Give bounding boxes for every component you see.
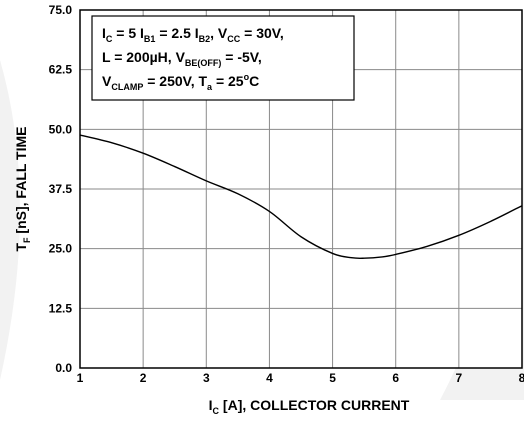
x-tick-labels: 1 2 3 4 5 6 7 8: [77, 371, 524, 385]
y-tick-label: 25.0: [49, 242, 73, 256]
x-axis-title-sub: C: [213, 406, 220, 416]
x-axis-title-rest: [A], COLLECTOR CURRENT: [219, 397, 410, 413]
x-tick-label: 1: [77, 371, 84, 385]
annotation-line: L = 200µH, VBE(OFF) = -5V,: [102, 49, 262, 68]
y-tick-label: 75.0: [49, 3, 73, 17]
y-tick-label: 37.5: [49, 182, 73, 196]
x-axis-title: IC [A], COLLECTOR CURRENT: [209, 397, 410, 416]
plot-frame: [79, 9, 523, 369]
x-tick-label: 3: [203, 371, 210, 385]
x-tick-label: 5: [329, 371, 336, 385]
y-axis-title-main: T: [13, 243, 29, 252]
y-axis-title-rest: [nS], FALL TIME: [13, 126, 29, 237]
annotation-frame: [91, 15, 355, 101]
y-tick-label: 0.0: [55, 361, 72, 375]
x-tick-label: 4: [266, 371, 273, 385]
x-tick-label: 7: [456, 371, 463, 385]
x-axis-title-main: I: [209, 397, 213, 413]
x-tick-label: 8: [519, 371, 524, 385]
x-tick-label: 2: [140, 371, 147, 385]
annotation-line: VCLAMP = 250V, Ta = 25oC: [102, 72, 259, 92]
x-tick-label: 6: [392, 371, 399, 385]
y-tick-label: 12.5: [49, 301, 73, 315]
fall-time-curve: [79, 134, 523, 260]
y-tick-labels: 0.0 12.5 25.0 37.5 50.0 62.5 75.0: [49, 3, 73, 375]
annotation-box: IC = 5 IB1 = 2.5 IB2, VCC = 30V, L = 200µ…: [91, 15, 355, 101]
y-tick-label: 62.5: [49, 63, 73, 77]
y-tick-label: 50.0: [49, 122, 73, 136]
y-axis-title-sub: F: [22, 237, 32, 243]
series-layer: [79, 134, 523, 260]
y-axis-title: TF [nS], FALL TIME: [13, 126, 32, 251]
annotation-line: IC = 5 IB1 = 2.5 IB2, VCC = 30V,: [102, 25, 284, 44]
